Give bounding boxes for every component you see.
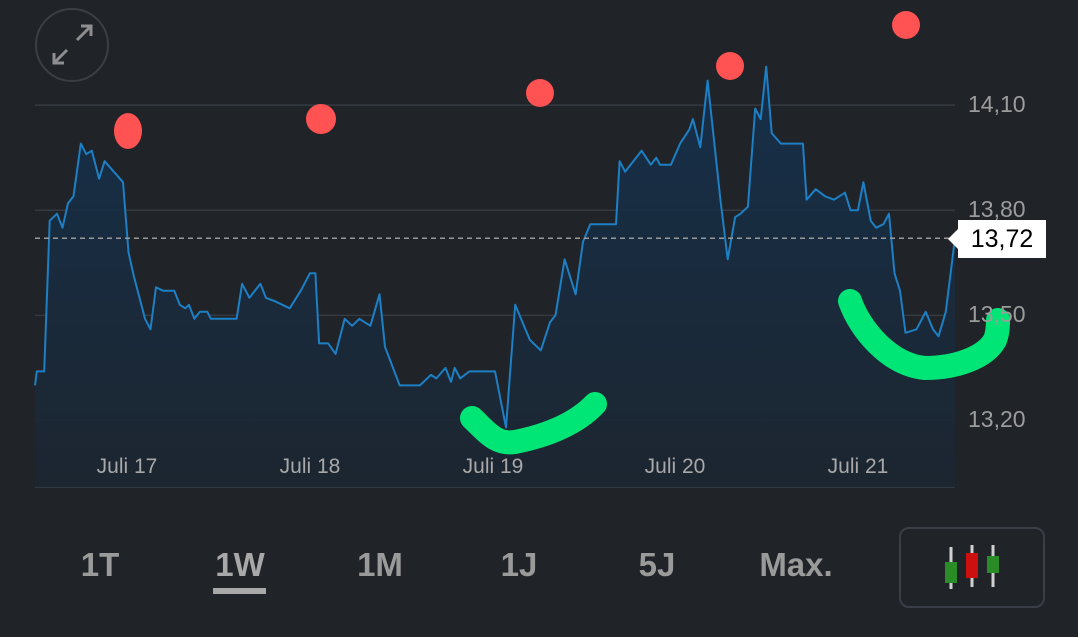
y-tick-label: 13,80 — [968, 196, 1026, 222]
x-tick-label: Juli 19 — [462, 455, 524, 478]
tab-max[interactable]: Max. — [759, 546, 833, 583]
expand-button[interactable] — [35, 8, 109, 82]
tab-1w[interactable]: 1W — [215, 546, 265, 583]
annotation-dot — [716, 52, 744, 80]
annotation-stroke — [460, 392, 607, 455]
candlestick-icon — [945, 545, 999, 589]
x-tick-label: Juli 17 — [96, 455, 158, 478]
annotation-dot — [306, 104, 336, 134]
hand-drawn-annotations — [114, 11, 1010, 455]
price-line — [34, 65, 956, 429]
annotation-dot — [892, 11, 920, 39]
expand-arrows-icon — [52, 24, 93, 65]
tab-1j[interactable]: 1J — [500, 546, 538, 583]
chart-type-button[interactable] — [899, 527, 1045, 608]
x-tick-label: Juli 18 — [279, 455, 341, 478]
tab-1t[interactable]: 1T — [80, 546, 120, 583]
y-tick-label: 14,10 — [968, 91, 1026, 117]
tab-1m[interactable]: 1M — [357, 546, 403, 583]
y-tick-label: 13,20 — [968, 406, 1026, 432]
tab-5j[interactable]: 5J — [638, 546, 676, 583]
x-tick-label: Juli 20 — [644, 455, 706, 478]
annotation-dot — [526, 79, 554, 107]
price-area-fill — [35, 66, 955, 487]
annotation-dot — [114, 113, 142, 149]
current-price-tag: 13,72 — [948, 220, 1046, 258]
annotation-stroke — [838, 289, 1010, 381]
y-tick-label: 13,50 — [968, 301, 1026, 327]
selected-tab-indicator — [213, 588, 266, 594]
x-tick-label: Juli 21 — [827, 455, 889, 478]
price-chart[interactable] — [0, 0, 1078, 500]
